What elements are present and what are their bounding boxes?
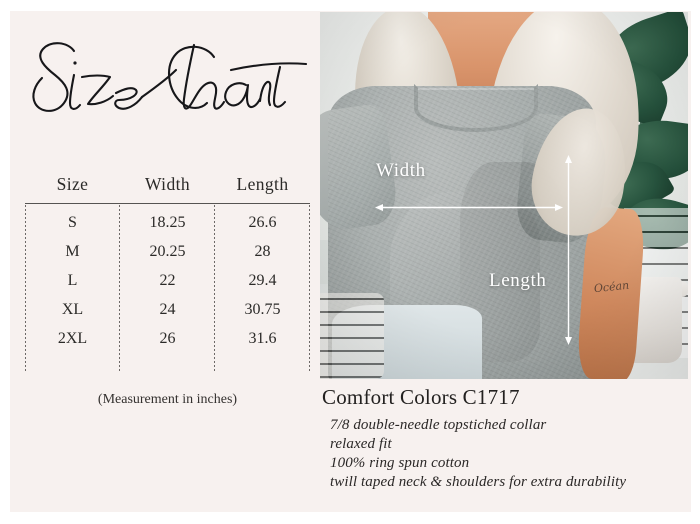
width-measure-label: Width (376, 160, 426, 181)
product-photo: Océan Width Length (320, 12, 688, 379)
column-divider-left (25, 205, 26, 371)
cell-width: 18.25 (149, 213, 186, 231)
cell-width: 24 (159, 300, 176, 318)
product-feature: relaxed fit (330, 436, 392, 452)
cell-size: S (68, 213, 77, 231)
right-column: Océan Width Length Comfort Colors C1717 (320, 11, 691, 512)
cell-size: L (67, 271, 78, 289)
cell-length: 26.6 (248, 213, 277, 231)
length-measure-label: Length (489, 270, 547, 291)
product-feature: twill taped neck & shoulders for extra d… (330, 474, 627, 490)
cell-size: XL (61, 300, 84, 318)
size-table: Size Width Length S 18.25 26.6 M 20.25 (25, 168, 310, 371)
width-measure-arrow (375, 204, 563, 211)
table-row: S 18.25 26.6 (25, 208, 310, 237)
size-chart-script-title: Size Chart (32, 42, 308, 112)
product-name: Comfort Colors C1717 (322, 385, 520, 409)
product-info: Comfort Colors C1717 7/8 double-needle t… (322, 385, 688, 492)
patterned-textile (320, 293, 384, 379)
left-column: Size Chart (10, 11, 320, 512)
column-header-size: Size (56, 174, 89, 194)
header-rule (25, 203, 310, 204)
page-title: Size Chart (18, 23, 318, 143)
table-row: L 22 29.4 (25, 266, 310, 295)
table-header-row: Size Width Length (25, 168, 310, 201)
length-measure-arrow (565, 155, 572, 345)
cell-length: 31.6 (248, 329, 277, 347)
product-feature-list: 7/8 double-needle topstiched collar rela… (322, 416, 688, 492)
cell-length: 29.4 (248, 271, 277, 289)
measurement-note: (Measurement in inches) (97, 392, 238, 407)
cell-length: 30.75 (244, 300, 281, 318)
product-feature: 100% ring spun cotton (330, 455, 470, 471)
column-divider-1 (119, 205, 120, 371)
tshirt-collar (414, 84, 538, 132)
cell-width: 22 (159, 271, 176, 289)
column-header-width: Width (144, 174, 191, 194)
table-row: M 20.25 28 (25, 237, 310, 266)
cell-length: 28 (254, 242, 271, 260)
product-feature: 7/8 double-needle topstiched collar (330, 417, 547, 433)
cell-size: M (65, 242, 80, 260)
table-row: XL 24 30.75 (25, 295, 310, 324)
cell-width: 26 (159, 329, 176, 347)
cell-width: 20.25 (149, 242, 186, 260)
table-row: 2XL 26 31.6 (25, 324, 310, 353)
column-header-length: Length (236, 174, 289, 194)
column-divider-2 (214, 205, 215, 371)
column-divider-right (309, 205, 310, 371)
table-body: S 18.25 26.6 M 20.25 28 L 22 29.4 XL 24 (25, 204, 310, 371)
cell-size: 2XL (57, 329, 88, 347)
